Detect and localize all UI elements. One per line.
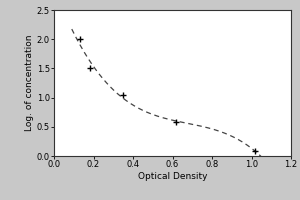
- Y-axis label: Log. of concentration: Log. of concentration: [25, 35, 34, 131]
- X-axis label: Optical Density: Optical Density: [138, 172, 207, 181]
